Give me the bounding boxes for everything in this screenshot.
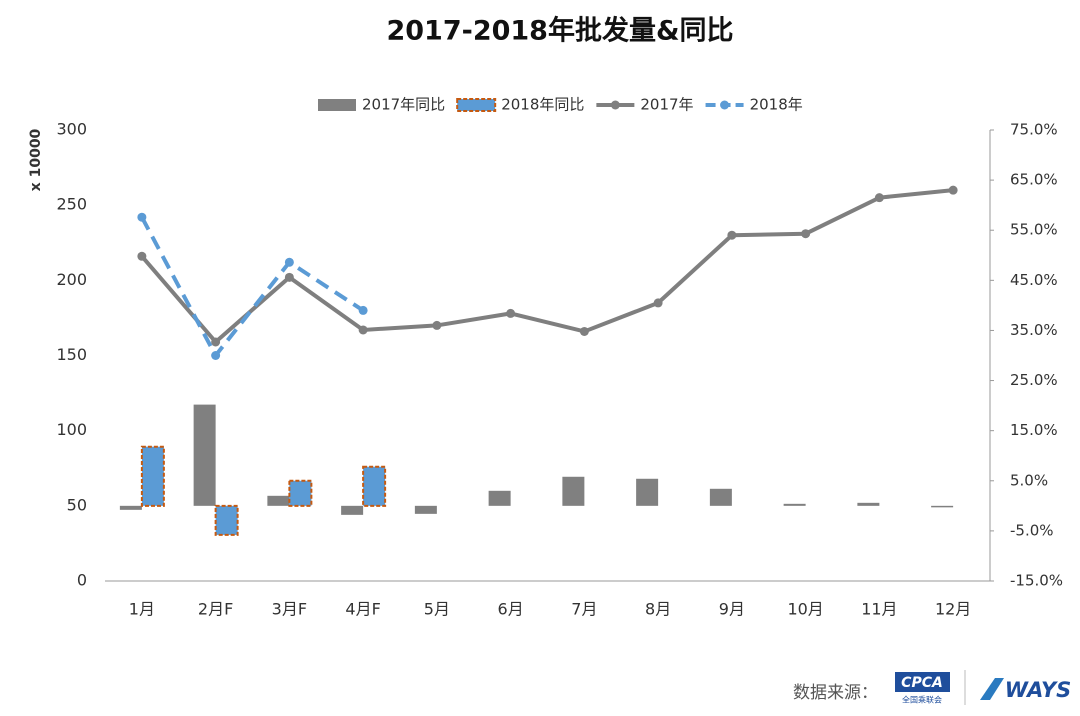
y2-tick-label: 15.0% xyxy=(1010,421,1058,439)
bar xyxy=(341,505,364,515)
x-tick-label: 2月F xyxy=(198,600,233,619)
point xyxy=(506,308,516,318)
chart-title: 2017-2018年批发量&同比 xyxy=(386,15,733,47)
point xyxy=(358,305,368,315)
x-tick-label: 3月F xyxy=(272,600,307,619)
y-tick-label: 100 xyxy=(56,420,87,439)
y2-tick-label: -5.0% xyxy=(1010,521,1054,539)
bar xyxy=(783,503,806,506)
y-tick-label: 150 xyxy=(56,345,87,364)
legend-swatch xyxy=(610,100,620,110)
point xyxy=(284,272,294,282)
bar xyxy=(193,404,216,506)
point xyxy=(653,298,663,308)
legend-swatch xyxy=(456,98,497,112)
source-label: 数据来源： xyxy=(793,683,878,703)
bar xyxy=(857,502,880,506)
x-tick-label: 5月 xyxy=(424,600,450,619)
bar xyxy=(414,505,437,514)
logo-text: CPCA xyxy=(901,675,943,691)
bar xyxy=(214,504,239,536)
bar xyxy=(362,465,387,507)
point xyxy=(801,229,811,239)
bar xyxy=(119,505,142,510)
logo-subtext: 全国乘联会 xyxy=(902,695,942,705)
x-tick-label: 11月 xyxy=(861,600,897,619)
point xyxy=(874,193,884,203)
y2-tick-label: 55.0% xyxy=(1010,221,1058,239)
point xyxy=(948,185,958,195)
bar xyxy=(267,495,290,506)
x-tick-label: 7月 xyxy=(571,600,597,619)
line xyxy=(140,188,954,345)
x-tick-label: 4月F xyxy=(345,600,380,619)
x-tick-label: 10月 xyxy=(787,600,823,619)
x-tick-label: 9月 xyxy=(719,600,745,619)
y-tick-label: 300 xyxy=(56,120,87,139)
y2-tick-label: 5.0% xyxy=(1010,471,1048,489)
point xyxy=(211,337,221,347)
legend-label: 2018年同比 xyxy=(501,96,584,114)
bar xyxy=(709,488,732,506)
bar xyxy=(488,490,511,506)
logo-text: WAYS xyxy=(1005,678,1072,702)
y-tick-label: 0 xyxy=(77,571,87,590)
x-tick-label: 8月 xyxy=(645,600,671,619)
legend-label: 2017年 xyxy=(640,96,693,114)
y-tick-label: 250 xyxy=(56,195,87,214)
point xyxy=(211,351,221,360)
y2-tick-label: 65.0% xyxy=(1010,171,1058,189)
point xyxy=(358,325,368,335)
bar xyxy=(636,478,659,506)
x-tick-label: 1月 xyxy=(129,600,155,619)
y-axis-label: x 10000 xyxy=(28,128,44,191)
y-tick-label: 50 xyxy=(67,495,87,514)
y-tick-label: 200 xyxy=(56,270,87,289)
x-tick-label: 12月 xyxy=(935,600,971,619)
legend-label: 2018年 xyxy=(750,96,803,114)
legend-swatch xyxy=(720,100,730,110)
y2-tick-label: 25.0% xyxy=(1010,371,1058,389)
line xyxy=(140,216,365,360)
legend-swatch xyxy=(318,99,356,111)
point xyxy=(137,212,147,222)
bar xyxy=(931,505,954,508)
y2-tick-label: -15.0% xyxy=(1010,572,1063,590)
bar xyxy=(562,476,585,506)
point xyxy=(137,251,147,261)
logo-icon xyxy=(980,678,1004,700)
x-tick-label: 6月 xyxy=(498,600,524,619)
y2-tick-label: 75.0% xyxy=(1010,121,1058,139)
point xyxy=(432,320,442,330)
logo-box xyxy=(895,672,950,692)
bar xyxy=(288,479,313,507)
point xyxy=(579,326,589,336)
y2-tick-label: 45.0% xyxy=(1010,271,1058,289)
bar xyxy=(140,445,165,507)
legend-label: 2017年同比 xyxy=(362,96,445,114)
point xyxy=(727,230,737,240)
y2-tick-label: 35.0% xyxy=(1010,321,1058,339)
point xyxy=(284,257,294,267)
